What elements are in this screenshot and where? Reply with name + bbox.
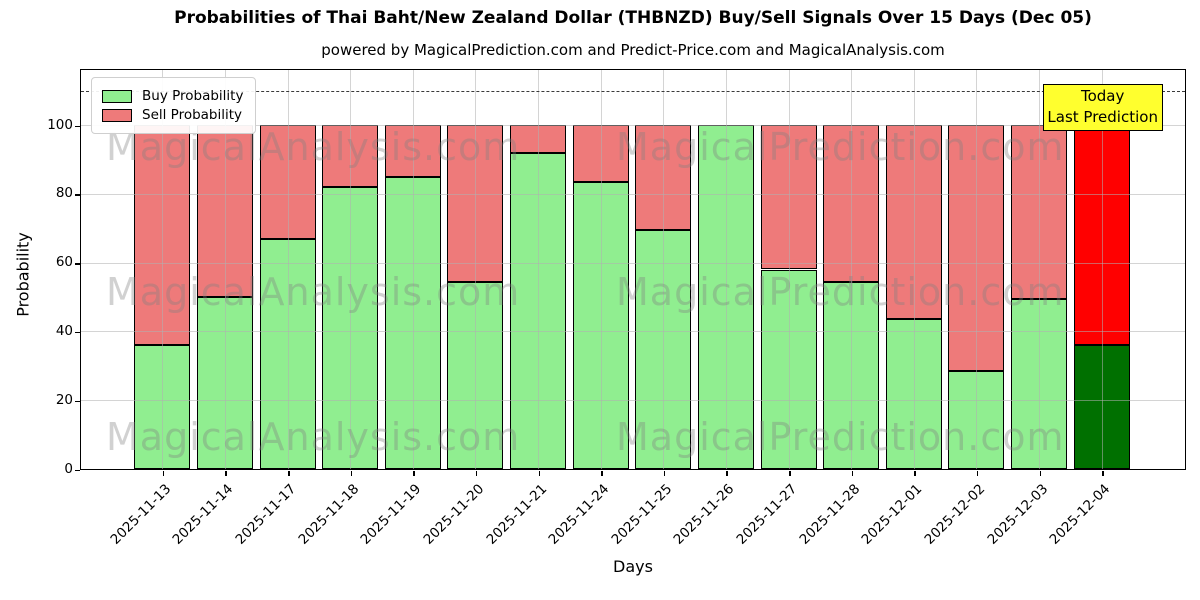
y-tick-mark	[75, 263, 80, 265]
gridline-vertical	[350, 70, 352, 469]
gridline-vertical	[788, 70, 790, 469]
gridline-vertical	[600, 70, 602, 469]
chart-title: Probabilities of Thai Baht/New Zealand D…	[174, 8, 1092, 28]
x-tick-mark	[1102, 471, 1104, 476]
legend-sell-label: Sell Probability	[142, 107, 243, 123]
gridline-vertical	[538, 70, 540, 469]
gridline-horizontal	[81, 400, 1185, 402]
gridline-vertical	[913, 70, 915, 469]
gridline-vertical	[475, 70, 477, 469]
x-tick-mark	[162, 471, 165, 476]
y-tick-mark	[75, 331, 80, 334]
gridline-horizontal	[81, 125, 1185, 127]
gridline-vertical	[1039, 70, 1041, 469]
gridline-vertical	[224, 70, 226, 469]
today-annotation-line2: Last Prediction	[1047, 108, 1158, 126]
gridline-vertical	[725, 70, 727, 469]
gridline-horizontal	[81, 262, 1185, 264]
gridline-vertical	[851, 70, 853, 469]
watermark-text: MagicalPrediction.com	[616, 125, 1065, 169]
y-tick-mark	[75, 469, 80, 471]
x-tick-mark	[413, 471, 415, 476]
gridline-vertical	[1101, 70, 1103, 469]
watermark-text: MagicalPrediction.com	[616, 270, 1065, 314]
x-tick-mark	[601, 471, 603, 476]
gridline-horizontal	[81, 331, 1185, 333]
today-annotation: Today Last Prediction	[1042, 84, 1163, 131]
x-tick-mark	[789, 471, 791, 476]
y-tick-mark	[75, 400, 80, 403]
reference-dashed-line	[81, 90, 1185, 92]
y-tick-label: 0	[64, 460, 73, 477]
today-annotation-line1: Today	[1080, 87, 1125, 105]
x-tick-mark	[914, 471, 916, 476]
y-tick-mark	[75, 125, 80, 128]
x-tick-mark	[1039, 471, 1042, 476]
y-tick-label: 80	[55, 185, 73, 202]
x-tick-mark	[851, 471, 854, 476]
y-tick-label: 40	[55, 322, 73, 339]
x-tick-mark	[225, 471, 227, 476]
y-tick-mark	[75, 194, 80, 196]
y-axis-title: Probability	[13, 232, 33, 317]
y-tick-label: 20	[55, 391, 73, 408]
x-tick-mark	[475, 471, 478, 476]
y-tick-label: 60	[55, 254, 73, 271]
watermark-text: MagicalAnalysis.com	[106, 270, 521, 314]
chart-subtitle: powered by MagicalPrediction.com and Pre…	[321, 41, 945, 59]
gridline-horizontal	[81, 193, 1185, 195]
legend-row-buy: Buy Probability	[102, 88, 243, 104]
plot-area: MagicalAnalysis.com MagicalPrediction.com…	[80, 69, 1186, 470]
legend: Buy Probability Sell Probability	[91, 77, 257, 134]
x-tick-mark	[663, 471, 666, 476]
buy-swatch-icon	[102, 89, 132, 103]
legend-row-sell: Sell Probability	[102, 107, 243, 123]
sell-swatch-icon	[102, 108, 132, 122]
x-tick-mark	[726, 471, 728, 476]
x-tick-mark	[538, 471, 541, 476]
gridline-vertical	[976, 70, 978, 469]
gridline-vertical	[412, 70, 414, 469]
legend-buy-label: Buy Probability	[142, 88, 244, 104]
gridline-vertical	[287, 70, 289, 469]
gridline-vertical	[663, 70, 665, 469]
x-axis-title: Days	[613, 557, 653, 576]
y-tick-label: 100	[47, 116, 73, 133]
x-tick-mark	[350, 471, 353, 476]
x-tick-mark	[976, 471, 979, 476]
x-tick-mark	[288, 471, 290, 476]
watermark-text: MagicalAnalysis.com	[106, 415, 521, 459]
gridline-vertical	[162, 70, 164, 469]
watermark-text: MagicalPrediction.com	[616, 415, 1065, 459]
